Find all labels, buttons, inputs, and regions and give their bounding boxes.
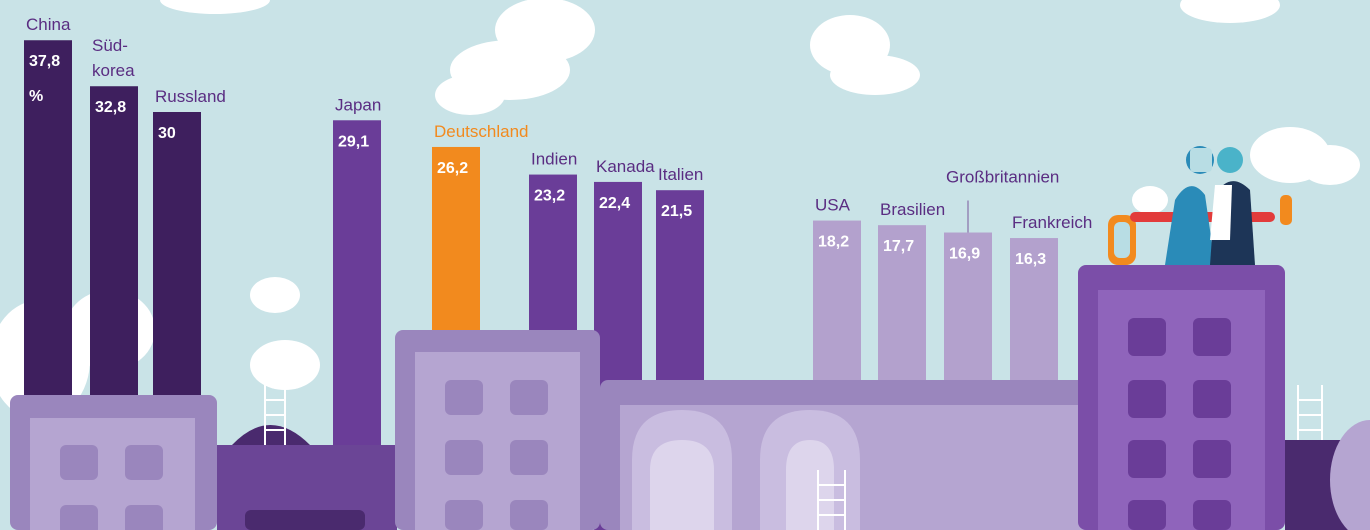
category-label: Großbritannien [946,168,1059,187]
value-label: 21,5 [661,203,692,220]
category-label: Russland [155,87,226,106]
value-label: 16,3 [1015,251,1046,268]
chart: 37,8%China32,8Süd-korea30Russland29,1Jap… [0,0,1370,530]
category-label: Deutschland [434,122,529,141]
value-label: 16,9 [949,246,980,263]
value-label: 22,4 [599,195,630,212]
value-label: 32,8 [95,99,126,116]
value-label: 30 [158,125,176,142]
category-label: Indien [531,150,577,169]
category-label: Japan [335,95,381,114]
value-label: 17,7 [883,238,914,255]
value-label: 29,1 [338,133,369,150]
category-label: Frankreich [1012,213,1092,232]
value-label: 26,2 [437,160,468,177]
value-label: 18,2 [818,234,849,251]
value-label: 23,2 [534,188,565,205]
category-label: Italien [658,165,703,184]
category-label: China [26,15,71,34]
category-label: Brasilien [880,200,945,219]
category-label: Kanada [596,157,655,176]
category-label: USA [815,196,851,215]
